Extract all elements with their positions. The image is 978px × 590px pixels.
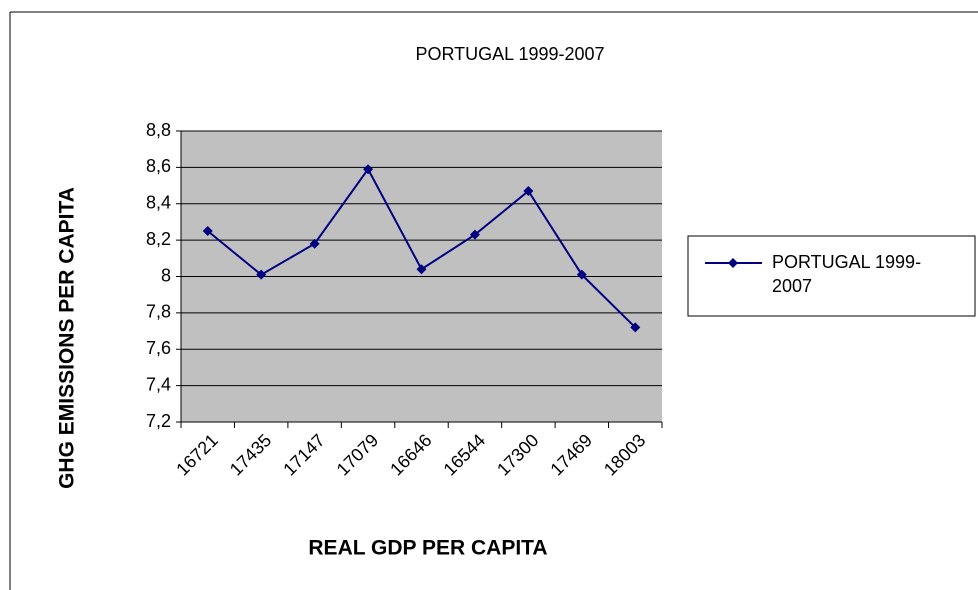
x-tick-label: 16544 bbox=[440, 430, 490, 480]
y-tick-label: 7,6 bbox=[146, 338, 171, 358]
data-point bbox=[523, 186, 534, 197]
legend-box bbox=[687, 235, 976, 317]
data-point bbox=[416, 264, 427, 275]
y-tick-label: 8,4 bbox=[146, 193, 171, 213]
y-tick-label: 8,6 bbox=[146, 156, 171, 176]
data-point bbox=[576, 269, 587, 280]
x-tick-label: 17147 bbox=[279, 430, 329, 480]
x-tick-label: 16721 bbox=[172, 430, 222, 480]
x-tick-label: 17300 bbox=[493, 430, 543, 480]
y-tick-label: 8,2 bbox=[146, 229, 171, 249]
x-tick-label: 17079 bbox=[333, 430, 383, 480]
data-point bbox=[309, 238, 320, 249]
y-tick-label: 8,8 bbox=[146, 120, 171, 140]
data-point bbox=[256, 269, 267, 280]
y-tick-label: 8 bbox=[161, 265, 171, 285]
x-axis-title: REAL GDP PER CAPITA bbox=[308, 537, 547, 560]
y-tick-label: 7,4 bbox=[146, 374, 171, 394]
data-point bbox=[469, 229, 480, 240]
data-point bbox=[363, 164, 374, 175]
x-tick-label: 17435 bbox=[226, 430, 276, 480]
data-point bbox=[202, 226, 213, 237]
legend-label: PORTUGAL 1999-2007 bbox=[772, 252, 922, 296]
x-tick-label: 18003 bbox=[600, 430, 650, 480]
y-tick-label: 7,2 bbox=[146, 411, 171, 431]
data-point bbox=[630, 322, 641, 333]
legend-marker bbox=[728, 258, 738, 268]
y-axis-title: GHG EMISSIONS PER CAPITA bbox=[56, 187, 79, 489]
x-tick-label: 16646 bbox=[386, 430, 436, 480]
chart-title: PORTUGAL 1999-2007 bbox=[415, 44, 604, 64]
x-tick-label: 17469 bbox=[546, 430, 596, 480]
y-tick-label: 7,8 bbox=[146, 302, 171, 322]
